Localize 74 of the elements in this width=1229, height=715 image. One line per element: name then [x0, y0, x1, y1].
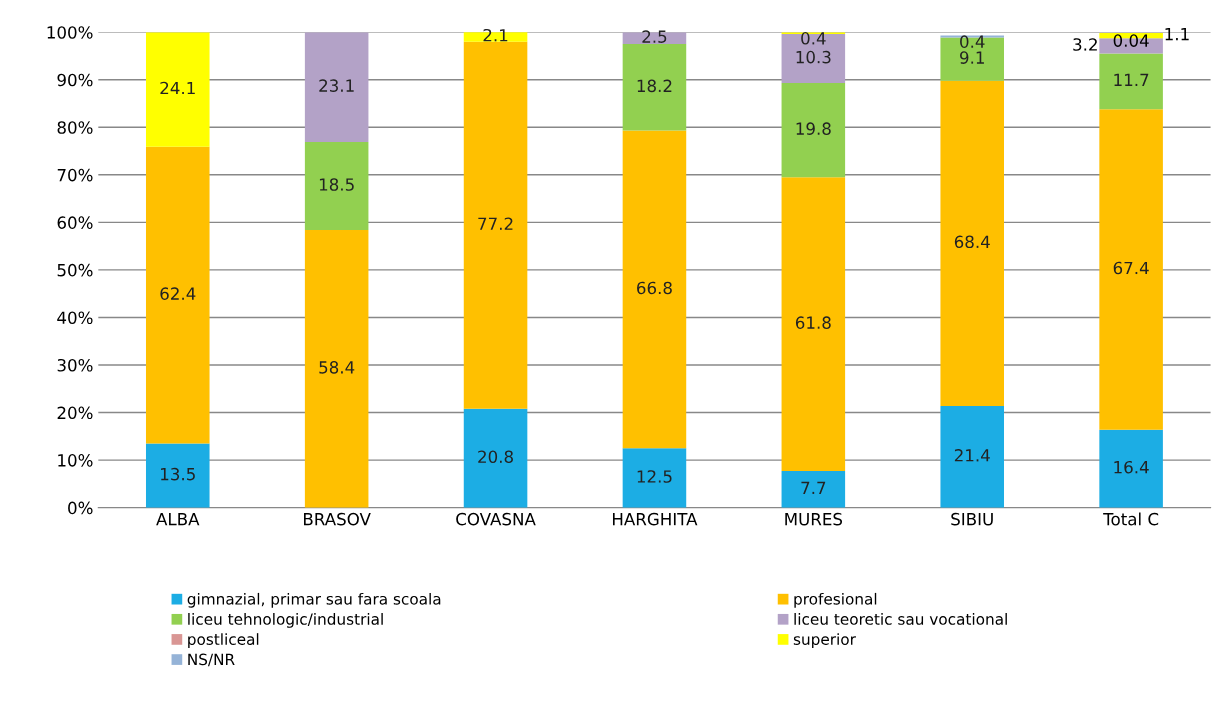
- data-label: 77.2: [478, 217, 513, 230]
- bar: [781, 34, 846, 84]
- bar: [940, 37, 1005, 81]
- bar: [622, 130, 687, 449]
- data-label: 2.5: [642, 30, 667, 43]
- data-label: 18.5: [319, 178, 354, 191]
- bar: [940, 80, 1005, 406]
- y-tick-label: 0%: [68, 501, 93, 515]
- y-tick-label: 40%: [57, 311, 93, 325]
- bar: [304, 142, 369, 230]
- data-label: 2.1: [483, 28, 508, 42]
- data-label: 21.4: [954, 449, 990, 462]
- legend-label: liceu tehnologic/industrial: [188, 613, 383, 628]
- y-tick-label: 90%: [57, 73, 93, 87]
- bar: [145, 32, 210, 147]
- bar: [145, 443, 210, 508]
- data-label: 12.5: [637, 470, 672, 483]
- y-tick-label: 10%: [58, 454, 93, 467]
- bar: [304, 32, 369, 143]
- bar: [781, 471, 846, 508]
- data-label: 13.5: [161, 467, 195, 481]
- data-label: 23.1: [319, 79, 354, 92]
- x-tick-label: HARGHITA: [612, 512, 698, 526]
- bar: [463, 408, 528, 508]
- data-label: 1.1: [1165, 28, 1189, 41]
- data-label: 0.4: [960, 35, 985, 48]
- data-label: 19.8: [796, 122, 831, 135]
- data-label: 67.4: [1113, 261, 1149, 275]
- legend-label: profesional: [794, 592, 877, 608]
- data-label: 10.3: [796, 50, 831, 64]
- data-label: 11.7: [1114, 73, 1149, 86]
- bar: [781, 177, 846, 472]
- data-label: 16.4: [1114, 460, 1149, 474]
- bar: [940, 405, 1005, 508]
- data-label: 7.7: [801, 481, 826, 494]
- legend-label: gimnazial, primar sau fara scoala: [187, 592, 441, 608]
- bar: [145, 146, 210, 444]
- data-label: 0.4: [801, 32, 826, 45]
- x-tick-label: SIBIU: [951, 512, 993, 526]
- x-tick-label: COVASNA: [456, 512, 536, 526]
- bar: [1099, 429, 1163, 508]
- bar: [622, 448, 687, 508]
- x-tick-label: MURES: [785, 512, 843, 526]
- data-label: 9.1: [960, 51, 984, 64]
- data-label: 66.8: [637, 281, 672, 295]
- y-tick-label: 60%: [57, 216, 93, 229]
- data-label: 20.8: [478, 450, 513, 464]
- legend-label: postliceal: [188, 633, 259, 648]
- y-tick-label: 50%: [57, 263, 93, 277]
- bar: [622, 44, 687, 131]
- bar: [463, 41, 528, 409]
- data-label: 18.2: [637, 79, 672, 93]
- legend-label: NS/NR: [188, 653, 235, 667]
- data-label: 61.8: [795, 316, 831, 329]
- y-tick-label: 20%: [57, 406, 93, 420]
- bar: [1099, 53, 1163, 110]
- y-tick-label: 30%: [57, 358, 93, 372]
- x-tick-label: ALBA: [156, 513, 200, 526]
- bar: [304, 229, 369, 508]
- y-tick-label: 70%: [57, 168, 93, 182]
- data-label: 68.4: [954, 235, 990, 249]
- y-tick-label: 80%: [57, 121, 93, 134]
- x-tick-label: BRASOV: [304, 512, 371, 526]
- legend-label: superior: [793, 633, 856, 648]
- data-label: 3.2: [1073, 38, 1097, 51]
- bar: [1099, 109, 1163, 430]
- data-label: 24.1: [160, 81, 195, 95]
- x-tick-label: Total C: [1103, 512, 1159, 526]
- data-label: 0.04: [1113, 34, 1149, 47]
- data-label: 62.4: [160, 287, 196, 300]
- bar: [781, 83, 846, 178]
- data-label: 58.4: [319, 361, 355, 374]
- y-tick-label: 100%: [47, 26, 93, 39]
- legend-label: liceu teoretic sau vocational: [794, 613, 1007, 625]
